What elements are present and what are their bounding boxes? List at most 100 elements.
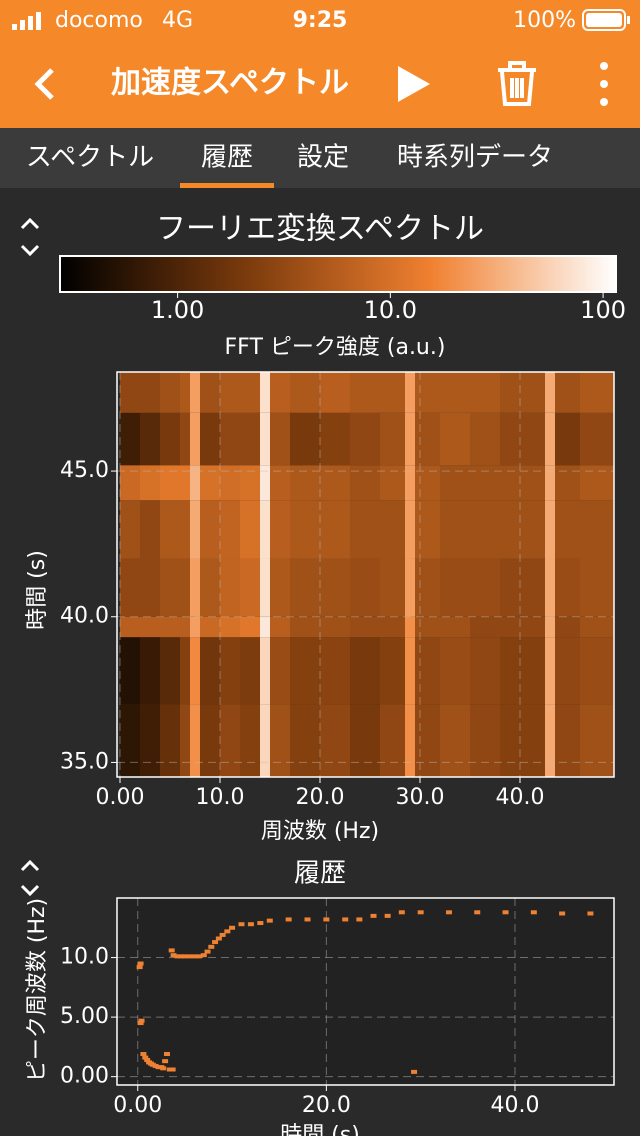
heatmap-cell — [270, 704, 290, 777]
heatmap-cell — [220, 412, 240, 466]
data-point — [200, 953, 207, 958]
heatmap-cell — [290, 637, 320, 705]
heatmap-cell — [500, 704, 545, 777]
heatmap-cell — [180, 637, 190, 705]
heatmap-cell — [580, 704, 614, 777]
menu-button[interactable] — [600, 62, 608, 106]
heatmap-cell — [580, 558, 614, 617]
heatmap-cell — [240, 465, 260, 501]
heatmap-cell — [290, 412, 320, 466]
heatmap-cell — [160, 372, 180, 413]
back-button[interactable] — [34, 68, 54, 100]
active-tab-indicator — [180, 183, 274, 188]
play-button[interactable] — [398, 66, 430, 102]
heatmap-cell — [120, 372, 140, 413]
heatmap-cell — [140, 372, 160, 413]
heatmap-cell — [350, 500, 380, 559]
x-tick-label: 0.00 — [96, 785, 145, 810]
heatmap-cell — [580, 372, 614, 413]
heatmap-cell — [545, 372, 555, 413]
heatmap-cell — [220, 704, 240, 777]
tab[interactable]: 履歴 — [201, 143, 253, 173]
heatmap-cell — [555, 372, 580, 413]
heatmap-cell — [190, 616, 200, 638]
heatmap-cell — [200, 704, 220, 777]
heatmap-cell — [220, 372, 240, 413]
heatmap-cell — [190, 558, 200, 617]
data-point — [323, 917, 330, 922]
heatmap-cell — [555, 558, 580, 617]
data-point — [144, 1057, 151, 1062]
data-point — [304, 917, 311, 922]
heatmap-cell — [180, 558, 190, 617]
data-point — [191, 954, 198, 959]
heatmap-cell — [440, 500, 470, 559]
y-tick-label: 40.0 — [60, 604, 109, 629]
chart-title: フーリエ変換スペクトル — [156, 212, 484, 247]
heatmap-cell — [470, 704, 500, 777]
delete-button[interactable] — [498, 61, 536, 106]
data-point — [178, 954, 185, 959]
heatmap-cell — [140, 704, 160, 777]
chart-title: 履歴 — [294, 859, 346, 889]
x-tick-label: 30.0 — [396, 785, 445, 810]
heatmap-cell — [500, 465, 545, 501]
y-tick-label: 35.0 — [60, 749, 109, 774]
heatmap-cell — [200, 412, 220, 466]
collapse-toggle[interactable] — [20, 859, 40, 897]
heatmap-cell — [120, 704, 140, 777]
heatmap-cell — [220, 637, 240, 705]
heatmap-cell — [440, 558, 470, 617]
colorbar — [59, 255, 617, 293]
network: 4G — [162, 8, 193, 33]
heatmap-cell — [270, 558, 290, 617]
colorbar-tick-label: 100 — [580, 296, 626, 324]
heatmap-cell — [270, 465, 290, 501]
heatmap-cell — [290, 500, 320, 559]
heatmap-cell — [160, 465, 180, 501]
data-point — [174, 954, 181, 959]
heatmap-cell — [405, 465, 415, 501]
tab[interactable]: 設定 — [297, 143, 349, 173]
heatmap-cell — [440, 465, 470, 501]
data-point — [445, 910, 452, 915]
heatmap-cell — [140, 637, 160, 705]
heatmap-cell — [190, 500, 200, 559]
y-axis-label: 時間 (s) — [25, 550, 50, 630]
heatmap-cell — [380, 372, 405, 413]
heatmap-cell — [200, 500, 220, 559]
data-point — [215, 936, 222, 941]
heatmap-cell — [290, 372, 320, 413]
heatmap-cell — [200, 616, 220, 638]
x-tick-label: 20.0 — [296, 785, 345, 810]
heatmap-cell — [415, 558, 440, 617]
tab[interactable]: スペクトル — [26, 143, 154, 173]
data-point — [140, 1052, 147, 1057]
data-point — [266, 918, 273, 923]
heatmap-cell — [160, 616, 180, 638]
heatmap-cell — [120, 412, 140, 466]
heatmap-cell — [380, 465, 405, 501]
collapse-toggle[interactable] — [20, 217, 40, 257]
heatmap-cell — [405, 704, 415, 777]
heatmap-cell — [120, 465, 140, 501]
x-axis-label: 周波数 (Hz) — [261, 819, 379, 844]
heatmap-cell — [270, 412, 290, 466]
y-tick-label: 0.00 — [60, 1064, 109, 1089]
heatmap-cell — [220, 500, 240, 559]
data-point — [257, 921, 264, 926]
data-point — [212, 940, 219, 945]
heatmap-cell — [120, 558, 140, 617]
heatmap-cell — [240, 616, 260, 638]
heatmap-cell — [260, 704, 270, 777]
heatmap-cell — [440, 704, 470, 777]
data-point — [208, 944, 215, 949]
data-point — [168, 948, 175, 953]
heatmap-cell — [240, 500, 260, 559]
tab[interactable]: 時系列データ — [397, 143, 553, 173]
heatmap-cell — [200, 558, 220, 617]
data-point — [587, 911, 594, 916]
data-point — [186, 954, 193, 959]
heatmap-cell — [240, 637, 260, 705]
heatmap-cell — [290, 558, 320, 617]
